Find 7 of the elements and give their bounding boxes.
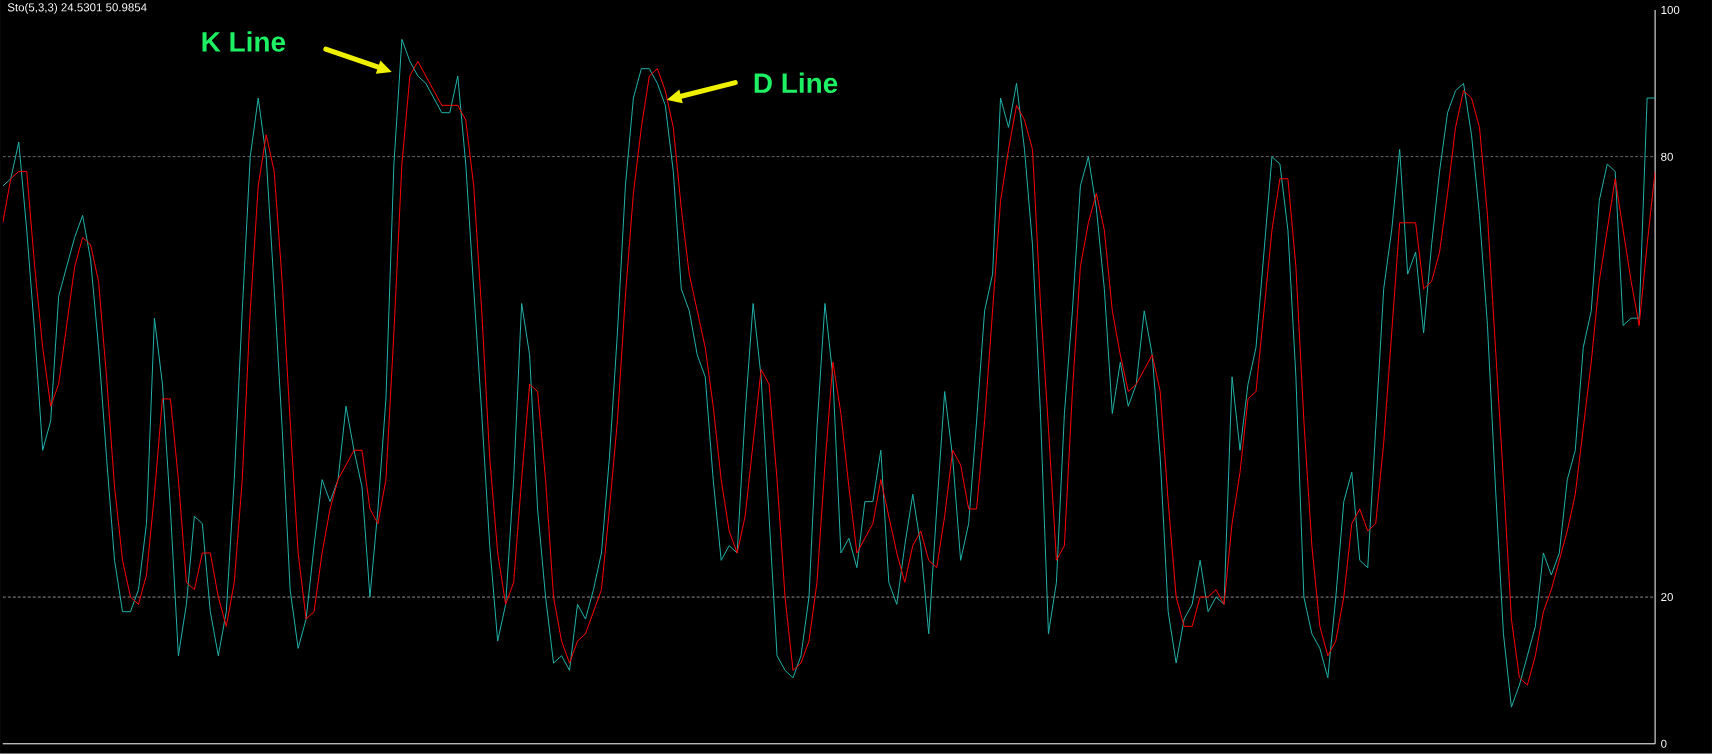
y-tick-label: 100 (1661, 6, 1680, 15)
annotation: K Line (202, 31, 286, 52)
y-tick-label: 80 (1661, 152, 1673, 161)
y-tick-label: 0 (1661, 739, 1667, 748)
y-tick-label: 20 (1661, 593, 1673, 602)
annotation: D Line (754, 72, 838, 94)
chart-title: Sto(5,3,3) 24.5301 50.9854 (7, 3, 147, 14)
